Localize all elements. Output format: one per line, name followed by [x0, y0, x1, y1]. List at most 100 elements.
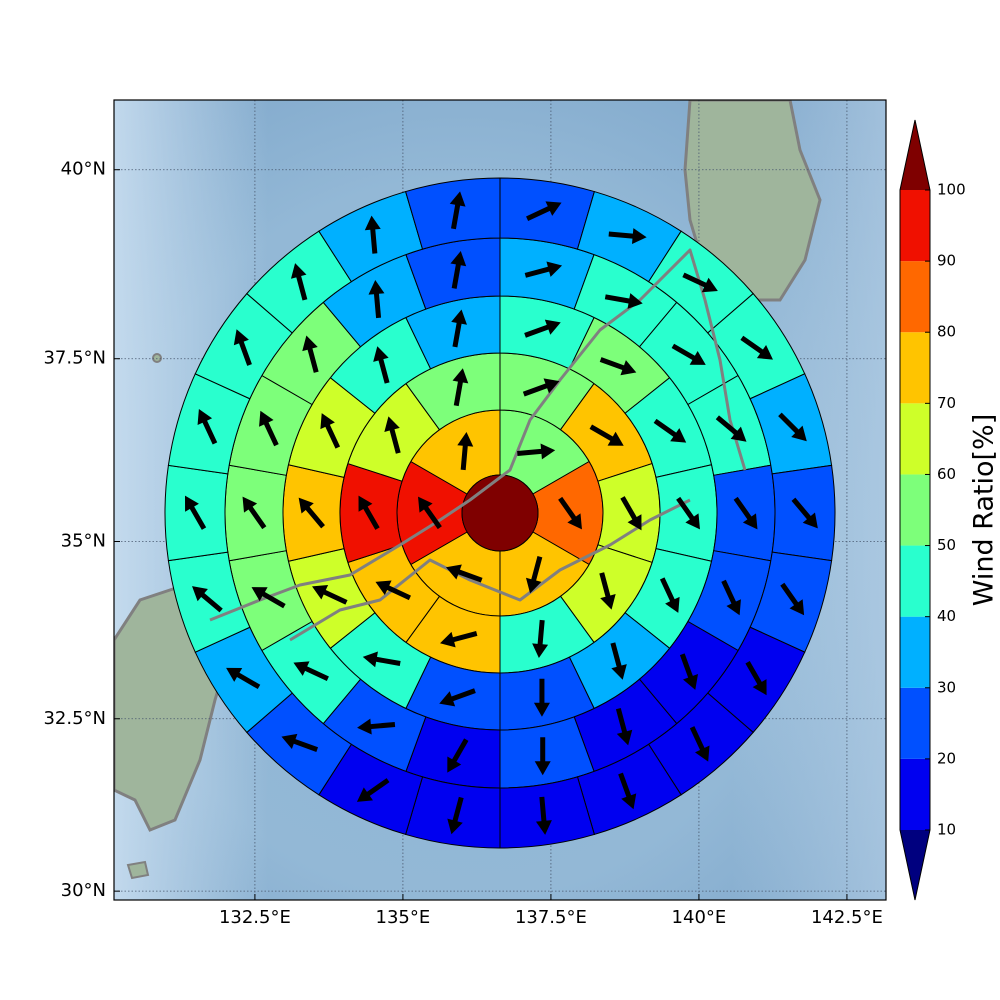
- wind-arrow: [745, 661, 767, 696]
- wind-arrow: [452, 368, 469, 407]
- wind-arrows: [185, 191, 818, 835]
- wind-arrow: [242, 496, 267, 530]
- wind-arrow: [356, 778, 390, 802]
- wind-arrow: [293, 661, 329, 681]
- colorbar-tick-label: 80: [937, 323, 956, 341]
- wind-arrow: [671, 343, 706, 365]
- wind-arrow: [447, 738, 469, 773]
- wind-arrow: [620, 496, 642, 531]
- land-island: [152, 353, 162, 363]
- wind-arrow: [290, 263, 308, 301]
- wind-arrow: [364, 215, 381, 254]
- wind-arrow: [599, 357, 637, 376]
- x-tick-label: 140°E: [672, 907, 727, 928]
- wind-arrow: [451, 309, 467, 348]
- wind-arrow: [689, 726, 710, 762]
- wind-arrow: [368, 280, 385, 319]
- wind-arrow: [233, 329, 252, 366]
- colorbar-segment: [900, 758, 930, 830]
- wind-arrow: [721, 579, 741, 616]
- wind-arrow: [740, 335, 773, 360]
- colorbar-segment: [900, 403, 930, 475]
- wind-arrow: [373, 346, 390, 384]
- center-disc: [461, 474, 539, 552]
- colorbar-tick-label: 10: [937, 821, 956, 839]
- wind-arrow: [610, 642, 627, 680]
- wind-arrow: [525, 556, 543, 594]
- wind-arrow: [618, 772, 637, 810]
- map-frame: [113, 99, 887, 901]
- x-tick-label: 137.5°E: [515, 907, 587, 928]
- wind-arrow: [440, 630, 478, 648]
- wind-arrow: [524, 319, 561, 338]
- y-tick-label: 40°N: [61, 159, 106, 180]
- wind-arrow: [298, 497, 325, 529]
- wind-arrow: [533, 678, 550, 717]
- y-tick-label: 35°N: [61, 530, 106, 551]
- wind-arrow: [302, 335, 319, 373]
- colorbar-tick-label: 30: [937, 678, 956, 696]
- land-island: [126, 860, 150, 880]
- colorbar-tick-label: 70: [937, 394, 956, 412]
- x-tick-label: 132.5°E: [219, 907, 291, 928]
- x-tick-label: 135°E: [376, 907, 431, 928]
- colorbar-tick-label: 40: [937, 607, 956, 625]
- wind-arrow: [418, 496, 442, 530]
- colorbar-under: [900, 830, 930, 900]
- land-tohoku: [683, 100, 822, 302]
- wind-arrow: [449, 191, 466, 230]
- y-tick-label: 30°N: [61, 880, 106, 901]
- wind-arrow: [312, 585, 348, 605]
- wind-arrow: [558, 496, 582, 530]
- coastline: [209, 248, 747, 642]
- colorbar-segment: [900, 332, 930, 404]
- colorbar-segment: [900, 474, 930, 546]
- wind-arrow: [384, 416, 401, 454]
- colorbar-segment: [900, 190, 930, 262]
- wind-arrow: [192, 586, 223, 613]
- wind-arrow: [608, 228, 647, 245]
- colorbar-tick-label: 20: [937, 749, 956, 767]
- wind-arrow: [653, 418, 687, 443]
- wind-arrow: [679, 653, 699, 690]
- wind-arrow: [362, 651, 401, 668]
- wind-arrow: [185, 495, 207, 530]
- wind-arrow: [517, 443, 556, 460]
- colorbar-segment: [900, 545, 930, 617]
- sector: [499, 776, 596, 849]
- wind-rose: [164, 177, 836, 849]
- wind-arrow: [358, 495, 380, 530]
- wind-arrow: [534, 737, 551, 776]
- wind-arrow: [457, 432, 474, 471]
- colorbar-tick-label: 60: [937, 465, 956, 483]
- wind-arrow: [439, 688, 476, 707]
- wind-arrow: [445, 564, 483, 583]
- wind-arrow: [778, 412, 807, 442]
- wind-arrow: [780, 582, 805, 616]
- wind-arrow: [589, 424, 624, 446]
- wind-arrow: [791, 497, 818, 529]
- wind-arrow: [375, 580, 411, 601]
- wind-arrow: [535, 796, 552, 835]
- colorbar-tick-label: 90: [937, 252, 956, 270]
- colorbar-segment: [900, 687, 930, 759]
- wind-arrow: [197, 408, 218, 445]
- colorbar-over: [900, 120, 930, 190]
- sector: [404, 177, 501, 250]
- wind-arrow: [715, 415, 747, 442]
- wind-arrow: [733, 496, 758, 530]
- wind-arrow: [320, 413, 341, 449]
- wind-arrow: [615, 708, 633, 746]
- y-tick-label: 32.5°N: [43, 708, 106, 729]
- colorbar-tick-label: 100: [937, 181, 966, 199]
- wind-arrow: [524, 261, 563, 278]
- wind-arrow: [676, 496, 700, 530]
- x-tick-label: 142.5°E: [811, 907, 883, 928]
- wind-arrow: [251, 587, 286, 609]
- wind-arrow: [226, 667, 261, 690]
- wind-arrow: [599, 572, 616, 610]
- wind-arrow: [447, 796, 464, 835]
- colorbar-tick-label: 50: [937, 536, 956, 554]
- colorbar-segment: [900, 616, 930, 688]
